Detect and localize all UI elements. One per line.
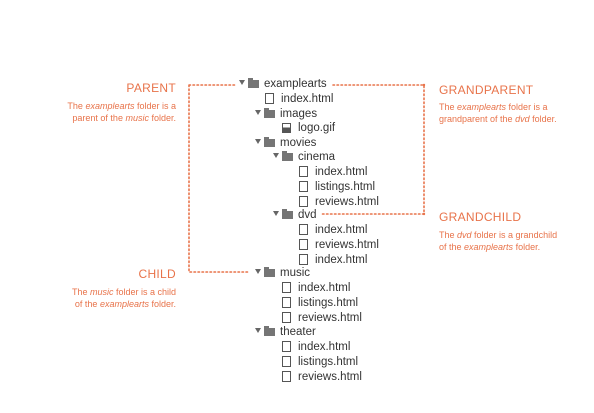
grandparent-title: GRANDPARENT bbox=[439, 83, 534, 97]
grandparent-description: The examplearts folder is a grandparent … bbox=[439, 102, 557, 124]
tree-folder-music[interactable]: music bbox=[255, 266, 310, 281]
expand-arrow-icon[interactable] bbox=[255, 269, 261, 274]
grandparent-grandchild-connector bbox=[321, 84, 425, 215]
expand-arrow-icon[interactable] bbox=[255, 328, 261, 333]
file-icon bbox=[299, 239, 308, 250]
tree-label: index.html bbox=[298, 341, 351, 353]
expand-arrow-icon[interactable] bbox=[273, 211, 279, 216]
tree-label: index.html bbox=[298, 282, 351, 294]
folder-icon bbox=[264, 326, 275, 336]
folder-icon bbox=[248, 78, 259, 88]
tree-file[interactable]: index.html bbox=[265, 92, 333, 107]
file-icon bbox=[299, 254, 308, 265]
tree-label: listings.html bbox=[298, 356, 359, 368]
tree-file[interactable]: reviews.html bbox=[299, 195, 379, 210]
connector-dot bbox=[422, 83, 426, 87]
tree-label: index.html bbox=[315, 166, 368, 178]
tree-label: dvd bbox=[298, 209, 317, 221]
file-icon bbox=[282, 297, 291, 308]
tree-folder-examplearts[interactable]: examplearts bbox=[239, 77, 327, 92]
tree-label: index.html bbox=[315, 224, 368, 236]
tree-label: music bbox=[280, 267, 311, 279]
parent-title: PARENT bbox=[126, 81, 176, 95]
tree-label: logo.gif bbox=[298, 122, 336, 134]
tree-file[interactable]: listings.html bbox=[282, 296, 358, 311]
folder-icon bbox=[264, 137, 275, 147]
tree-label: images bbox=[280, 108, 318, 120]
parent-description: The examplearts folder is a parent of th… bbox=[67, 101, 176, 123]
file-icon bbox=[282, 341, 291, 352]
tree-label: index.html bbox=[315, 254, 368, 266]
expand-arrow-icon[interactable] bbox=[255, 110, 261, 115]
tree-folder-images[interactable]: images bbox=[255, 107, 317, 122]
tree-label: reviews.html bbox=[298, 312, 362, 324]
tree-folder-theater[interactable]: theater bbox=[255, 325, 316, 340]
tree-file[interactable]: reviews.html bbox=[282, 370, 362, 385]
tree-file[interactable]: index.html bbox=[299, 223, 367, 238]
file-icon bbox=[265, 93, 274, 104]
file-icon bbox=[282, 282, 291, 293]
tree-label: examplearts bbox=[264, 78, 327, 90]
tree-label: listings.html bbox=[315, 181, 376, 193]
tree-file[interactable]: index.html bbox=[299, 253, 367, 268]
tree-file[interactable]: logo.gif bbox=[282, 121, 335, 136]
image-file-icon bbox=[282, 123, 291, 133]
tree-label: movies bbox=[280, 137, 317, 149]
tree-label: reviews.html bbox=[315, 239, 379, 251]
child-title: CHILD bbox=[138, 267, 176, 281]
file-icon bbox=[299, 181, 308, 192]
tree-file[interactable]: index.html bbox=[282, 281, 350, 296]
grandchild-description: The dvd folder is a grandchild of the ex… bbox=[439, 230, 558, 252]
file-icon bbox=[282, 312, 291, 323]
file-icon bbox=[282, 356, 291, 367]
file-icon bbox=[299, 224, 308, 235]
tree-file[interactable]: listings.html bbox=[299, 180, 375, 195]
folder-icon bbox=[282, 209, 293, 219]
folder-icon bbox=[264, 108, 275, 118]
grandchild-title: GRANDCHILD bbox=[439, 210, 522, 224]
file-icon bbox=[299, 196, 308, 207]
tree-file[interactable]: index.html bbox=[282, 340, 350, 355]
parent-child-connector bbox=[188, 84, 251, 273]
tree-file[interactable]: listings.html bbox=[282, 355, 358, 370]
tree-folder-dvd[interactable]: dvd bbox=[273, 208, 317, 223]
tree-label: theater bbox=[280, 326, 316, 338]
tree-file[interactable]: index.html bbox=[299, 165, 367, 180]
file-icon bbox=[299, 166, 308, 177]
expand-arrow-icon[interactable] bbox=[239, 80, 245, 85]
folder-icon bbox=[282, 151, 293, 161]
tree-label: index.html bbox=[281, 93, 334, 105]
expand-arrow-icon[interactable] bbox=[273, 153, 279, 158]
tree-file[interactable]: reviews.html bbox=[282, 311, 362, 326]
tree-label: reviews.html bbox=[315, 196, 379, 208]
tree-folder-movies[interactable]: movies bbox=[255, 136, 316, 151]
tree-folder-cinema[interactable]: cinema bbox=[273, 150, 335, 165]
tree-label: cinema bbox=[298, 151, 336, 163]
expand-arrow-icon[interactable] bbox=[255, 139, 261, 144]
tree-label: listings.html bbox=[298, 297, 359, 309]
tree-file[interactable]: reviews.html bbox=[299, 238, 379, 253]
connector-dot bbox=[422, 212, 426, 216]
child-description: The music folder is a child of the examp… bbox=[71, 287, 176, 309]
file-icon bbox=[282, 371, 291, 382]
tree-label: reviews.html bbox=[298, 371, 362, 383]
folder-icon bbox=[264, 267, 275, 277]
